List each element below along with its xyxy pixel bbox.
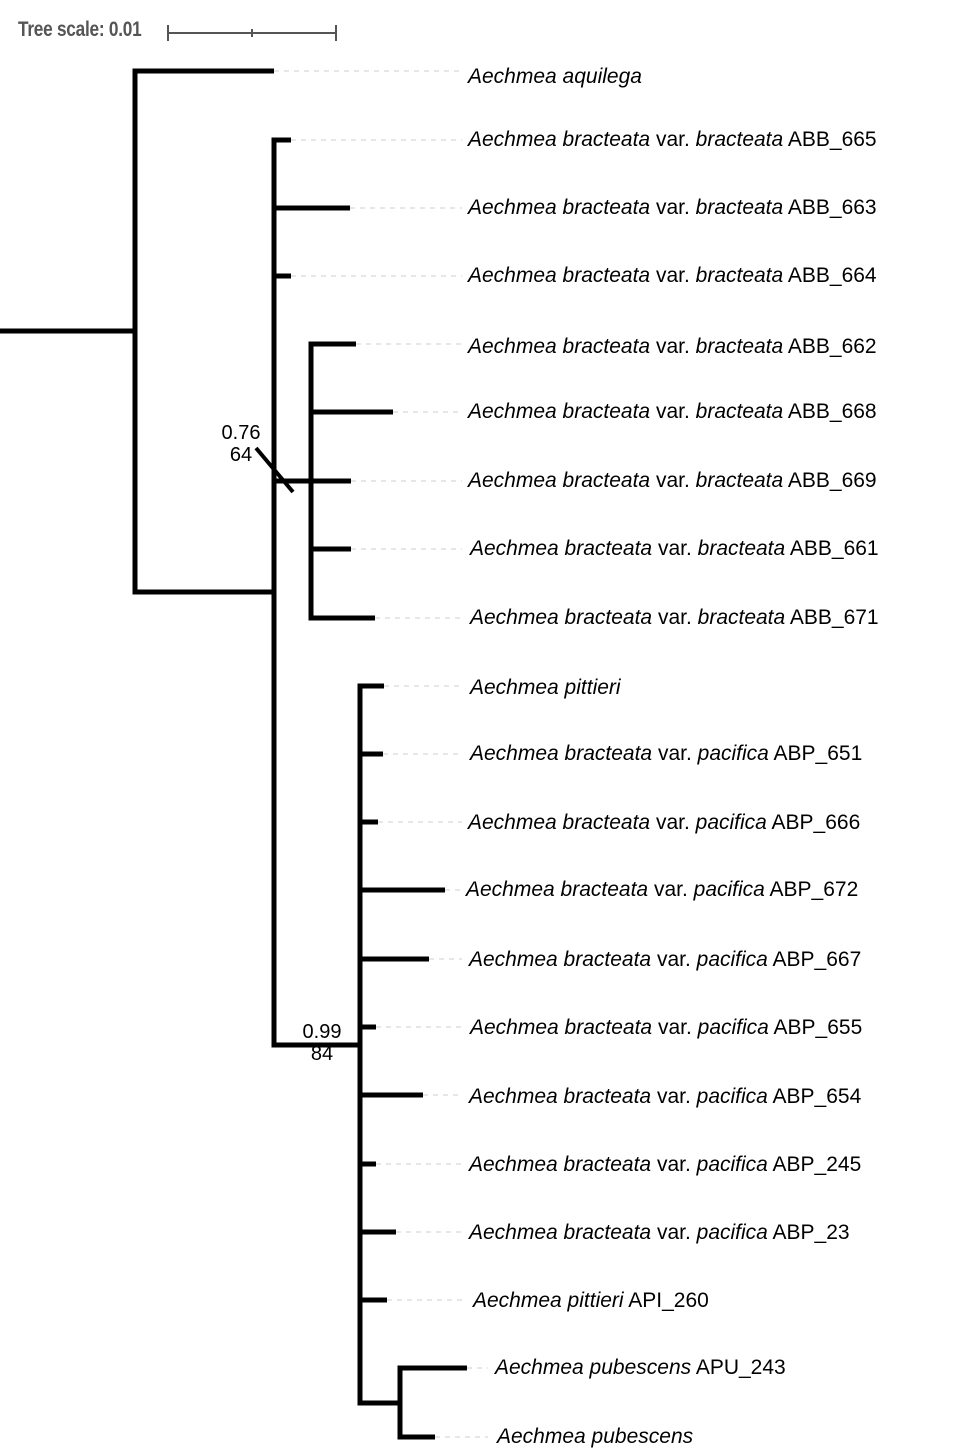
tree-scale-label: Tree scale: 0.01 bbox=[18, 18, 142, 41]
bootstrap-value: 84 bbox=[310, 1043, 334, 1065]
leaf-label: Aechmea pubescens APU_243 bbox=[495, 1356, 786, 1379]
leaf-label: Aechmea bracteata var. bracteata ABB_665 bbox=[468, 128, 877, 151]
support-label-pacifica-clade: 0.99 84 bbox=[292, 1021, 352, 1065]
posterior-probability: 0.99 bbox=[302, 1021, 342, 1043]
leaf-label: Aechmea bracteata var. bracteata ABB_671 bbox=[470, 606, 879, 629]
posterior-probability: 0.76 bbox=[221, 422, 261, 444]
support-pointer-line bbox=[254, 446, 295, 494]
leaf-label: Aechmea bracteata var. pacifica ABP_667 bbox=[469, 948, 862, 971]
leaf-label: Aechmea pittieri API_260 bbox=[473, 1289, 709, 1312]
leaf-label: Aechmea bracteata var. pacifica ABP_654 bbox=[469, 1085, 862, 1108]
leader-lines bbox=[274, 70, 488, 1438]
leaf-label: Aechmea bracteata var. bracteata ABB_669 bbox=[468, 469, 877, 492]
leaf-label: Aechmea pittieri bbox=[470, 676, 621, 699]
leaf-label: Aechmea bracteata var. pacifica ABP_655 bbox=[470, 1016, 863, 1039]
tree-branches bbox=[0, 68, 467, 1440]
leaf-label: Aechmea bracteata var. pacifica ABP_651 bbox=[470, 742, 863, 765]
bootstrap-value: 64 bbox=[229, 444, 253, 466]
leaf-label: Aechmea bracteata var. bracteata ABB_668 bbox=[468, 400, 877, 423]
leaf-label: Aechmea bracteata var. bracteata ABB_662 bbox=[468, 335, 877, 358]
leaf-label: Aechmea bracteata var. pacifica ABP_672 bbox=[466, 878, 859, 901]
leaf-label: Aechmea bracteata var. pacifica ABP_23 bbox=[469, 1221, 850, 1244]
leaf-label: Aechmea aquilega bbox=[468, 65, 642, 88]
leaf-label: Aechmea bracteata var. bracteata ABB_663 bbox=[468, 196, 877, 219]
leaf-label: Aechmea bracteata var. pacifica ABP_666 bbox=[468, 811, 861, 834]
support-label-bracteata-clade: 0.76 64 bbox=[210, 422, 272, 466]
scale-bar bbox=[167, 25, 337, 41]
leaf-label: Aechmea bracteata var. bracteata ABB_661 bbox=[470, 537, 879, 560]
leaf-label: Aechmea bracteata var. pacifica ABP_245 bbox=[469, 1153, 862, 1176]
leaf-label: Aechmea pubescens bbox=[497, 1425, 694, 1448]
leaf-label: Aechmea bracteata var. bracteata ABB_664 bbox=[468, 264, 877, 287]
